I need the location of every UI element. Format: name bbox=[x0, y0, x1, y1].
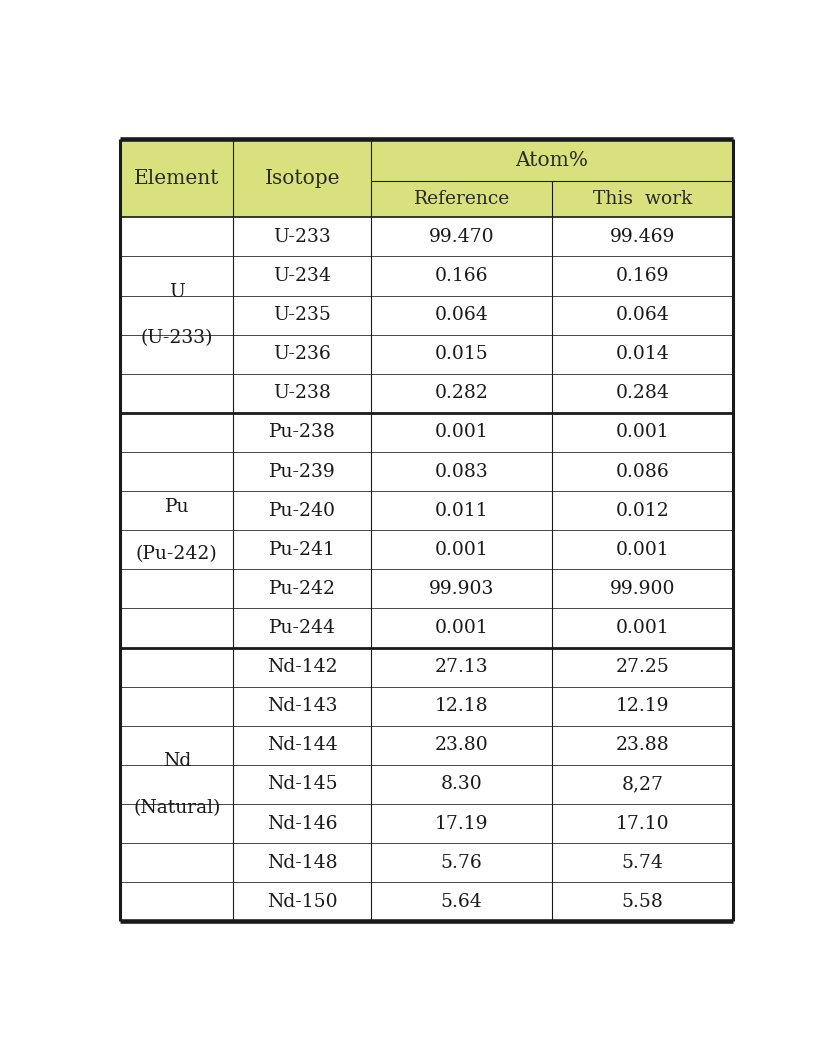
Text: Nd-143: Nd-143 bbox=[267, 698, 338, 715]
Text: 5.64: 5.64 bbox=[441, 892, 483, 911]
Text: 23.80: 23.80 bbox=[435, 736, 488, 754]
Text: 0.001: 0.001 bbox=[616, 424, 669, 441]
Text: Pu-244: Pu-244 bbox=[269, 619, 336, 637]
Text: Isotope: Isotope bbox=[265, 168, 340, 188]
Text: 27.13: 27.13 bbox=[435, 658, 488, 676]
Text: U-238: U-238 bbox=[274, 384, 331, 403]
Bar bbox=[120, 139, 733, 218]
Text: 0.086: 0.086 bbox=[616, 462, 669, 480]
Text: 27.25: 27.25 bbox=[616, 658, 669, 676]
Text: 12.18: 12.18 bbox=[435, 698, 488, 715]
Text: Pu-242: Pu-242 bbox=[269, 579, 336, 598]
Text: 99.903: 99.903 bbox=[429, 579, 494, 598]
Text: 17.10: 17.10 bbox=[616, 815, 669, 833]
Text: 99.900: 99.900 bbox=[610, 579, 675, 598]
Text: 5.76: 5.76 bbox=[441, 854, 483, 871]
Text: 0.001: 0.001 bbox=[616, 541, 669, 559]
Text: (Pu-242): (Pu-242) bbox=[136, 545, 218, 563]
Text: 0.083: 0.083 bbox=[435, 462, 488, 480]
Text: Nd-142: Nd-142 bbox=[267, 658, 338, 676]
Text: Pu-241: Pu-241 bbox=[269, 541, 336, 559]
Text: 23.88: 23.88 bbox=[616, 736, 669, 754]
Text: Nd-150: Nd-150 bbox=[267, 892, 338, 911]
Text: 0.282: 0.282 bbox=[434, 384, 488, 403]
Text: Nd-145: Nd-145 bbox=[267, 775, 338, 794]
Text: 0.012: 0.012 bbox=[616, 502, 669, 520]
Text: Atom%: Atom% bbox=[516, 151, 588, 169]
Text: 12.19: 12.19 bbox=[616, 698, 669, 715]
Text: 0.001: 0.001 bbox=[435, 541, 488, 559]
Text: 0.014: 0.014 bbox=[616, 345, 669, 363]
Text: 8,27: 8,27 bbox=[622, 775, 663, 794]
Text: Element: Element bbox=[134, 168, 220, 188]
Text: 0.169: 0.169 bbox=[616, 267, 669, 285]
Text: (Natural): (Natural) bbox=[133, 799, 220, 817]
Text: Reference: Reference bbox=[414, 190, 510, 208]
Text: Pu-240: Pu-240 bbox=[269, 502, 336, 520]
Text: Nd-148: Nd-148 bbox=[267, 854, 338, 871]
Text: 99.470: 99.470 bbox=[428, 228, 494, 246]
Text: 8.30: 8.30 bbox=[441, 775, 483, 794]
Text: U-236: U-236 bbox=[274, 345, 331, 363]
Text: Pu-239: Pu-239 bbox=[269, 462, 336, 480]
Text: Nd-146: Nd-146 bbox=[267, 815, 338, 833]
Text: 0.166: 0.166 bbox=[435, 267, 488, 285]
Text: 0.284: 0.284 bbox=[616, 384, 669, 403]
Text: U-234: U-234 bbox=[274, 267, 331, 285]
Text: (U-233): (U-233) bbox=[141, 329, 213, 347]
Bar bbox=[120, 218, 733, 922]
Text: 0.064: 0.064 bbox=[616, 306, 669, 324]
Text: 0.015: 0.015 bbox=[435, 345, 488, 363]
Text: 0.064: 0.064 bbox=[435, 306, 488, 324]
Text: U: U bbox=[169, 282, 185, 300]
Text: U-233: U-233 bbox=[274, 228, 331, 246]
Text: Pu: Pu bbox=[165, 498, 189, 516]
Text: 0.001: 0.001 bbox=[435, 619, 488, 637]
Text: U-235: U-235 bbox=[274, 306, 331, 324]
Text: Nd: Nd bbox=[163, 752, 191, 770]
Text: This  work: This work bbox=[592, 190, 692, 208]
Text: 5.58: 5.58 bbox=[622, 892, 663, 911]
Text: 0.011: 0.011 bbox=[435, 502, 488, 520]
Text: 99.469: 99.469 bbox=[610, 228, 675, 246]
Text: Pu-238: Pu-238 bbox=[269, 424, 336, 441]
Text: 5.74: 5.74 bbox=[622, 854, 663, 871]
Text: 0.001: 0.001 bbox=[435, 424, 488, 441]
Text: 17.19: 17.19 bbox=[435, 815, 488, 833]
Text: Nd-144: Nd-144 bbox=[267, 736, 338, 754]
Text: 0.001: 0.001 bbox=[616, 619, 669, 637]
